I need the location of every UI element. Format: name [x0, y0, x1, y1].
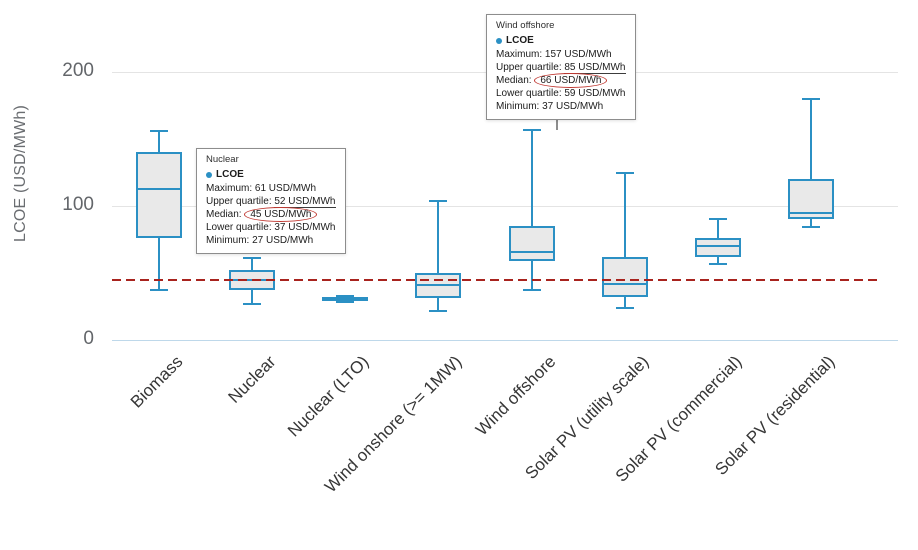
whisker-cap-min — [149, 289, 168, 292]
median-line — [322, 298, 369, 301]
tooltip-pointer-line — [556, 120, 558, 130]
stat-label: Lower quartile: — [206, 222, 272, 233]
median-line — [788, 211, 835, 214]
tooltip-title: Wind offshore — [496, 20, 555, 31]
reference-line — [112, 278, 880, 282]
y-tick-label: 200 — [62, 60, 94, 81]
stat-label: Minimum: — [496, 101, 540, 112]
stat-value: 61 USD/MWh — [254, 183, 317, 194]
stat-value-underlined: 52 USD/MWh — [274, 196, 336, 208]
median-line — [415, 284, 462, 287]
tooltip-series-row: LCOE — [496, 34, 626, 47]
stat-value: 37 USD/MWh — [274, 222, 336, 233]
whisker-line — [810, 98, 813, 228]
tooltip-wind-offshore: Wind offshore LCOE Maximum: 157 USD/MWh … — [486, 14, 636, 120]
category-label: Biomass — [126, 352, 187, 412]
whisker-cap-min — [429, 309, 448, 312]
whisker-cap-max — [802, 97, 821, 100]
stat-row-maximum: Maximum: 61 USD/MWh — [206, 182, 336, 195]
whisker-cap-min — [615, 306, 634, 309]
whisker-line — [623, 172, 626, 308]
stat-label: Upper quartile: — [206, 196, 272, 207]
whisker-line — [437, 200, 440, 311]
category-label: Solar PV (utility scale) — [521, 352, 653, 484]
x-axis-baseline — [112, 339, 898, 341]
stat-row-lower-quartile: Lower quartile: 59 USD/MWh — [496, 87, 626, 100]
category-label: Nuclear (LTO) — [284, 352, 373, 441]
category-label: Wind onshore (>= 1MW) — [321, 352, 466, 497]
whisker-line — [530, 129, 533, 291]
stat-row-maximum: Maximum: 157 USD/MWh — [496, 48, 626, 61]
category-label: Nuclear — [224, 352, 280, 407]
series-label: LCOE — [506, 35, 534, 46]
tooltip-nuclear: Nuclear LCOE Maximum: 61 USD/MWh Upper q… — [196, 148, 346, 254]
median-line — [135, 187, 182, 190]
whisker-cap-max — [709, 218, 728, 221]
category-label: Wind offshore — [471, 352, 560, 440]
whisker-cap-min — [709, 262, 728, 265]
stat-row-minimum: Minimum: 27 USD/MWh — [206, 234, 336, 247]
whisker-cap-min — [242, 302, 261, 305]
stat-row-lower-quartile: Lower quartile: 37 USD/MWh — [206, 221, 336, 234]
stat-value: 59 USD/MWh — [564, 88, 626, 99]
y-tick-label: 100 — [62, 194, 94, 215]
tooltip-title: Nuclear — [206, 154, 239, 165]
series-dot-icon — [496, 37, 502, 44]
stat-row-upper-quartile: Upper quartile: 85 USD/MWh — [496, 61, 626, 74]
box-5[interactable] — [601, 256, 648, 298]
whisker-cap-min — [336, 301, 355, 304]
whisker-cap-min — [522, 289, 541, 292]
y-tick-label: 0 — [83, 328, 94, 349]
stat-label: Median: — [496, 75, 532, 86]
stat-label: Minimum: — [206, 235, 250, 246]
stat-label: Maximum: — [496, 49, 543, 60]
box-6[interactable] — [695, 238, 742, 257]
whisker-cap-max — [429, 199, 448, 202]
stat-value-underlined: 85 USD/MWh — [564, 62, 626, 74]
stat-row-median: Median: 45 USD/MWh — [206, 207, 336, 222]
stat-label: Lower quartile: — [496, 88, 562, 99]
whisker-cap-max — [242, 257, 261, 260]
stat-row-minimum: Minimum: 37 USD/MWh — [496, 100, 626, 113]
whisker-cap-min — [802, 226, 821, 229]
whisker-cap-max — [336, 294, 355, 297]
stat-value: 27 USD/MWh — [252, 235, 314, 246]
category-label: Solar PV (residential) — [711, 352, 839, 480]
stat-value-circled: 45 USD/MWh — [244, 207, 318, 222]
stat-label: Median: — [206, 209, 242, 220]
gridline-100 — [112, 205, 898, 207]
stat-value: 37 USD/MWh — [542, 101, 604, 112]
whisker-cap-max — [615, 171, 634, 174]
stat-row-median: Median: 66 USD/MWh — [496, 73, 626, 88]
box-0[interactable] — [135, 152, 182, 239]
series-dot-icon — [206, 171, 212, 178]
stat-row-upper-quartile: Upper quartile: 52 USD/MWh — [206, 195, 336, 208]
whisker-cap-max — [522, 128, 541, 131]
median-line — [601, 282, 648, 285]
category-label: Solar PV (commercial) — [611, 352, 746, 486]
median-line — [508, 250, 555, 253]
stat-value-circled: 66 USD/MWh — [534, 73, 608, 88]
box-4[interactable] — [508, 226, 555, 261]
stat-label: Upper quartile: — [496, 62, 562, 73]
median-line — [695, 245, 742, 248]
stat-value: 157 USD/MWh — [544, 49, 612, 60]
tooltip-series-row: LCOE — [206, 168, 336, 181]
stat-label: Maximum: — [206, 183, 253, 194]
series-label: LCOE — [216, 169, 244, 180]
whisker-cap-max — [149, 129, 168, 132]
